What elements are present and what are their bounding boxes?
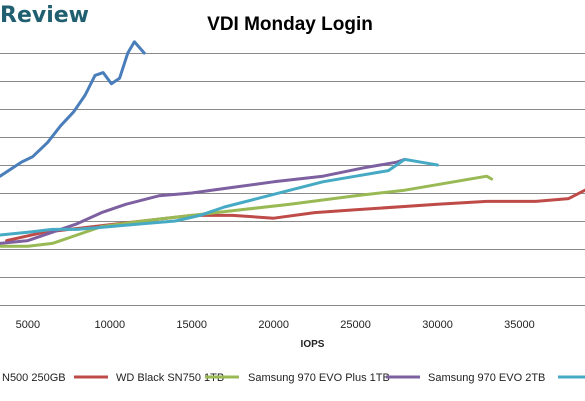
series-line-3 (0, 174, 494, 248)
x-tick-label: 10000 (94, 319, 125, 331)
chart-title: VDI Monday Login (207, 14, 373, 35)
series-lines (0, 40, 585, 248)
brand-logo-text: Review (0, 3, 89, 28)
x-tick-label: 5000 (16, 319, 40, 331)
legend-item: WD Black SN750 1TB (74, 372, 224, 384)
x-tick-label: 30000 (422, 319, 453, 331)
legend-item: Samsung 970 EVO Plus 1TB (205, 372, 390, 384)
legend-label: Samsung 970 EVO 2TB (428, 372, 545, 384)
x-tick-label: 35000 (504, 319, 535, 331)
legend-label: WD Black SN750 1TB (116, 372, 224, 384)
gridlines (0, 53, 585, 278)
series-line-1 (0, 40, 146, 178)
legend-label: N500 250GB (2, 372, 66, 384)
x-tick-label: 15000 (176, 319, 207, 331)
legend-item: N500 250GB (2, 372, 66, 384)
legend: N500 250GB WD Black SN750 1TB Samsung 970 … (2, 372, 585, 384)
x-tick-label: 20000 (258, 319, 289, 331)
series-line-5 (0, 157, 439, 237)
x-axis-label: IOPS (301, 339, 325, 350)
x-tick-label: 25000 (340, 319, 371, 331)
legend-label: Samsung 970 EVO Plus 1TB (248, 372, 390, 384)
legend-item: Samsung 970 EVO 2TB (386, 372, 545, 384)
x-tick-labels: 5000 10000 15000 20000 25000 30000 35000 (16, 319, 535, 331)
